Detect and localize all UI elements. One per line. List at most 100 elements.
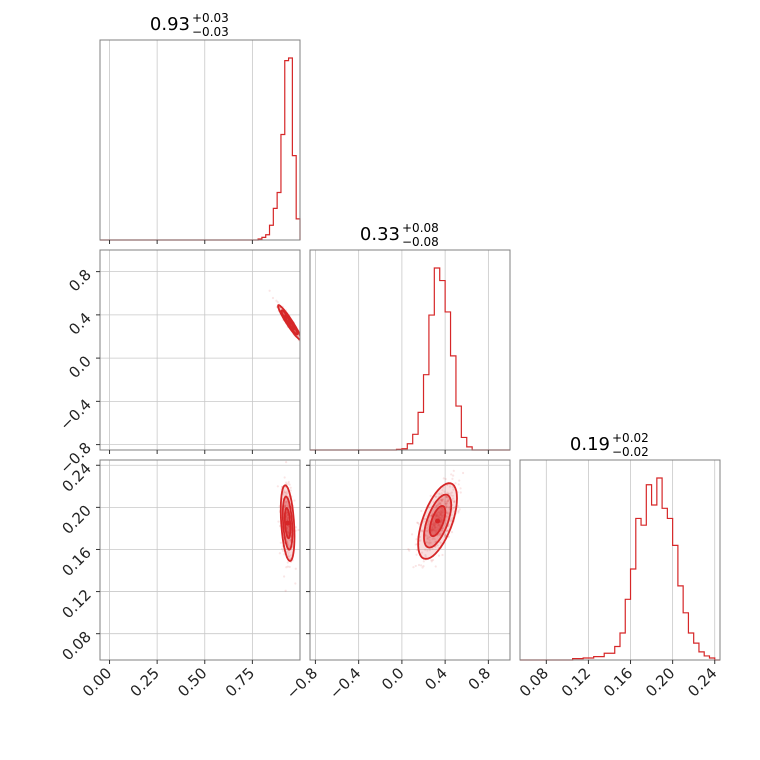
- sample-point: [428, 541, 431, 544]
- sample-point: [435, 506, 438, 509]
- sample-point: [428, 539, 431, 542]
- density-peak: [435, 518, 441, 524]
- sample-point: [428, 536, 431, 539]
- sample-point: [284, 589, 287, 592]
- sample-point: [445, 529, 449, 532]
- sample-point: [431, 547, 434, 550]
- sample-point: [283, 505, 286, 508]
- sample-point: [445, 495, 448, 498]
- scatter-cloud: [276, 461, 300, 592]
- sample-point: [436, 544, 439, 547]
- sample-point: [284, 504, 287, 507]
- sample-point: [438, 492, 441, 495]
- sample-point: [288, 565, 291, 568]
- sample-point: [286, 492, 289, 495]
- sample-point: [433, 538, 436, 541]
- sample-point: [461, 471, 465, 475]
- sample-point: [453, 506, 456, 509]
- sample-point: [424, 517, 427, 521]
- sample-point: [304, 349, 306, 351]
- sample-point: [408, 549, 411, 552]
- sample-point: [428, 535, 432, 539]
- sample-point: [275, 299, 278, 302]
- sample-point: [437, 503, 440, 506]
- sample-point: [452, 474, 455, 477]
- sample-point: [416, 521, 420, 525]
- scatter-cloud: [268, 289, 306, 351]
- y-tick-label: 0.12: [58, 586, 94, 622]
- sample-point: [444, 477, 447, 481]
- sample-point: [276, 485, 279, 488]
- panel-title-plus: +0.08: [402, 221, 439, 235]
- sample-point: [441, 529, 444, 532]
- panel-border: [519, 459, 721, 661]
- y-tick-label: 0.0: [65, 352, 95, 382]
- histogram-panel-p0: 0.93 +0.03−0.03: [99, 11, 301, 244]
- sample-point: [284, 504, 287, 508]
- sample-point: [286, 490, 289, 493]
- sample-point: [284, 501, 287, 505]
- y-tick-label: 0.8: [65, 266, 95, 296]
- sample-point: [285, 566, 288, 569]
- x-tick-label: 0.12: [558, 664, 594, 700]
- sample-point: [417, 563, 421, 567]
- sample-point: [432, 511, 435, 514]
- sample-point: [276, 300, 279, 304]
- histogram-step-line: [100, 57, 301, 241]
- sample-point: [281, 549, 285, 552]
- sample-point: [420, 529, 423, 533]
- sample-point: [453, 500, 456, 503]
- sample-point: [279, 541, 282, 544]
- sample-point: [438, 493, 441, 496]
- sample-point: [432, 536, 435, 539]
- histogram-panel-p1-background: [310, 250, 510, 450]
- sample-point: [407, 548, 410, 551]
- sample-point: [435, 506, 438, 509]
- x-tick-label: 0.00: [79, 664, 115, 700]
- y-tick-label: 0.16: [58, 544, 94, 580]
- sample-point: [425, 530, 428, 533]
- sample-point: [457, 511, 460, 514]
- sample-point: [428, 542, 431, 545]
- sample-point: [415, 538, 418, 541]
- sample-point: [424, 554, 427, 557]
- x-tick-label: −0.8: [283, 664, 321, 702]
- x-tick-label: 0.0: [378, 664, 408, 694]
- sample-point: [271, 296, 275, 300]
- sample-point: [453, 501, 456, 504]
- sample-point: [280, 547, 284, 550]
- sample-point: [283, 505, 287, 508]
- sample-point: [415, 553, 418, 556]
- sample-point: [431, 538, 434, 541]
- sample-point: [435, 504, 438, 507]
- sample-point: [443, 490, 446, 493]
- sample-point: [438, 501, 442, 505]
- sample-point: [286, 561, 289, 564]
- sample-point: [459, 487, 462, 490]
- sample-point: [446, 511, 449, 515]
- x-tick-label: 0.24: [684, 664, 720, 700]
- sample-point: [284, 504, 287, 507]
- sample-point: [446, 511, 449, 514]
- sample-point: [283, 476, 286, 479]
- histogram-panel-p1: 0.33 +0.08−0.08: [309, 221, 511, 454]
- x-tick-label: 0.75: [222, 664, 258, 700]
- sample-point: [446, 500, 449, 503]
- sample-point: [441, 498, 444, 501]
- sample-point: [441, 489, 444, 492]
- sample-point: [430, 560, 433, 563]
- sample-point: [443, 502, 446, 505]
- sample-point: [442, 477, 445, 480]
- sample-point: [436, 504, 439, 507]
- sample-point: [449, 492, 452, 495]
- sample-point: [420, 551, 424, 554]
- sample-point: [285, 500, 288, 504]
- histogram-panel-p0-background: [100, 40, 300, 240]
- sample-point: [438, 502, 442, 506]
- sample-point: [287, 552, 290, 556]
- sample-point: [426, 535, 429, 538]
- sample-point: [431, 513, 434, 516]
- sample-point: [289, 554, 292, 557]
- histogram-panel-p2-background: [520, 460, 720, 660]
